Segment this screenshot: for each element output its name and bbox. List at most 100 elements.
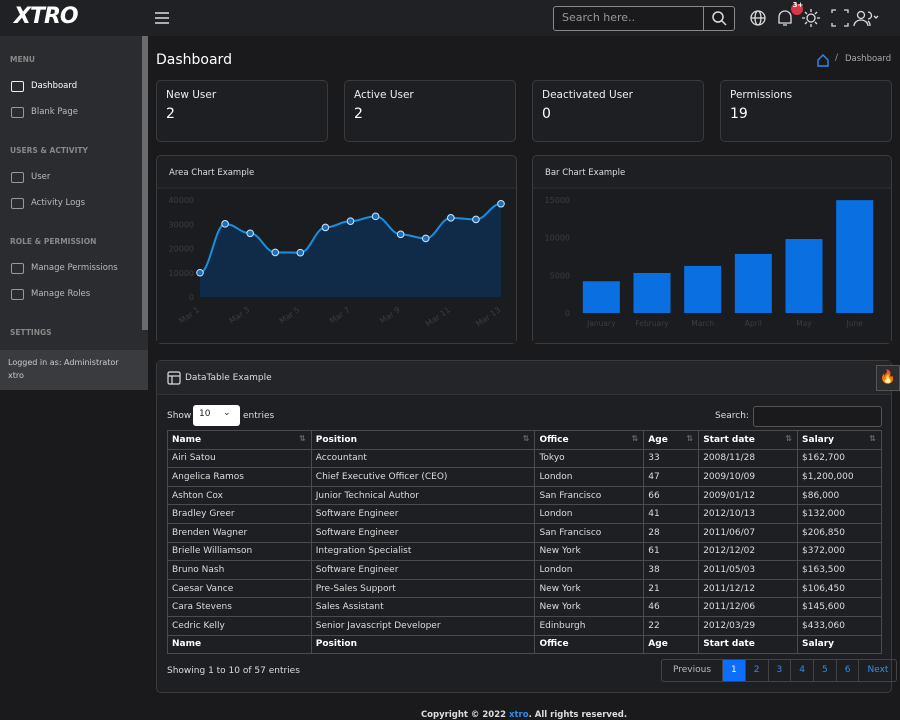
area-point <box>272 249 279 256</box>
sidebar-icon <box>11 107 24 118</box>
table-cell: Brielle Williamson <box>168 542 312 561</box>
table-cell: Caesar Vance <box>168 579 312 598</box>
table-cell: Tokyo <box>535 449 644 468</box>
topbar-icons[interactable] <box>748 4 883 32</box>
table-row: Bruno NashSoftware EngineerLondon382011/… <box>168 561 882 580</box>
bar <box>735 254 772 313</box>
table-title: DataTable Example <box>185 373 272 383</box>
column-header[interactable]: Start date⇅ <box>699 431 798 450</box>
column-header[interactable]: Salary⇅ <box>798 431 882 450</box>
table-cell: $206,850 <box>798 523 882 542</box>
y-tick-label: 10000 <box>545 234 570 243</box>
length-select[interactable]: 10⌄ <box>193 405 240 426</box>
column-header[interactable]: Name⇅ <box>168 431 312 450</box>
sidebar-item[interactable]: Blank Page <box>31 107 78 117</box>
card-label: Deactivated User <box>542 89 633 101</box>
table-cell: 2009/01/12 <box>699 486 798 505</box>
bar-chart: Bar Chart Example050001000015000JanuaryF… <box>532 155 892 344</box>
table-cell: Senior Javascript Developer <box>311 616 535 635</box>
table-cell: $163,500 <box>798 561 882 580</box>
bar <box>786 239 823 313</box>
table-cell: Airi Satou <box>168 449 312 468</box>
table-cell: 47 <box>644 468 699 487</box>
table-cell: $106,450 <box>798 579 882 598</box>
page-button[interactable]: 3 <box>768 660 791 681</box>
table-cell: $145,600 <box>798 598 882 617</box>
table-cell: Sales Assistant <box>311 598 535 617</box>
table-cell: New York <box>535 598 644 617</box>
sort-icon: ⇅ <box>632 434 639 443</box>
sort-icon: ⇅ <box>686 434 693 443</box>
table-cell: 46 <box>644 598 699 617</box>
previous-button[interactable]: Previous <box>662 660 722 681</box>
page-button[interactable]: 1 <box>722 660 745 681</box>
page-button[interactable]: 4 <box>790 660 813 681</box>
page-button[interactable]: 6 <box>836 660 859 681</box>
breadcrumb: Dashboard <box>845 54 891 64</box>
table-cell: Integration Specialist <box>311 542 535 561</box>
table-cell: New York <box>535 542 644 561</box>
table-cell: 2009/10/09 <box>699 468 798 487</box>
fire-button[interactable]: 🔥 <box>876 365 900 391</box>
card-value: 2 <box>166 106 175 122</box>
menu-toggle[interactable] <box>154 11 170 25</box>
bar <box>684 266 721 313</box>
table-cell: Edinburgh <box>535 616 644 635</box>
table-cell: London <box>535 468 644 487</box>
table-cell: London <box>535 561 644 580</box>
card-label: Permissions <box>730 89 792 101</box>
table-cell: $132,000 <box>798 505 882 524</box>
footer-row: NamePositionOfficeAgeStart dateSalary <box>168 635 882 654</box>
y-tick-label: 5000 <box>550 271 570 280</box>
page-title: Dashboard <box>156 52 232 68</box>
column-header[interactable]: Position⇅ <box>311 431 535 450</box>
sidebar-icon <box>11 198 24 209</box>
home-icon[interactable] <box>816 53 830 67</box>
breadcrumb-sep: / <box>835 53 838 63</box>
card-value: 19 <box>730 106 748 122</box>
sidebar-item[interactable]: Manage Roles <box>31 289 90 299</box>
x-tick-label: June <box>845 319 863 328</box>
table-cell: Software Engineer <box>311 561 535 580</box>
table-cell: 21 <box>644 579 699 598</box>
sidebar-icon <box>11 81 24 92</box>
page-button[interactable]: 2 <box>745 660 768 681</box>
table-cell: 2011/12/06 <box>699 598 798 617</box>
sidebar-item[interactable]: Activity Logs <box>31 198 85 208</box>
table-search[interactable] <box>753 406 882 427</box>
entries-label: entries <box>243 411 274 421</box>
table-cell: New York <box>535 579 644 598</box>
column-footer: Office <box>535 635 644 654</box>
table-icon <box>167 371 181 385</box>
sort-icon: ⇅ <box>785 434 792 443</box>
sort-icon: ⇅ <box>869 434 876 443</box>
page-button[interactable]: 5 <box>813 660 836 681</box>
y-tick-label: 30000 <box>169 220 194 229</box>
column-header[interactable]: Office⇅ <box>535 431 644 450</box>
sidebar-heading: MENU <box>10 55 35 64</box>
table-cell: Software Engineer <box>311 523 535 542</box>
logged-in-user: xtro <box>8 371 24 380</box>
table-cell: $162,700 <box>798 449 882 468</box>
column-footer: Age <box>644 635 699 654</box>
sidebar-item[interactable]: User <box>31 172 50 182</box>
column-header[interactable]: Age⇅ <box>644 431 699 450</box>
next-button[interactable]: Next <box>858 660 896 681</box>
card-label: Active User <box>354 89 414 101</box>
caret: ⌄ <box>223 408 231 418</box>
sidebar-item[interactable]: Manage Permissions <box>31 263 118 273</box>
sort-icon: ⇅ <box>523 434 530 443</box>
table-cell: $433,060 <box>798 616 882 635</box>
table-row: Cara StevensSales AssistantNew York46201… <box>168 598 882 617</box>
y-tick-label: 0 <box>565 309 570 318</box>
table-cell: Pre-Sales Support <box>311 579 535 598</box>
search-button[interactable] <box>703 6 735 31</box>
x-tick-label: May <box>796 319 812 328</box>
table-cell: 66 <box>644 486 699 505</box>
search-placeholder: Search here.. <box>562 11 635 24</box>
sidebar-footer <box>0 350 148 390</box>
table-cell: 2011/12/12 <box>699 579 798 598</box>
bar <box>836 200 873 313</box>
sidebar-item[interactable]: Dashboard <box>31 81 77 91</box>
sidebar-heading: ROLE & PERMISSION <box>10 237 96 246</box>
